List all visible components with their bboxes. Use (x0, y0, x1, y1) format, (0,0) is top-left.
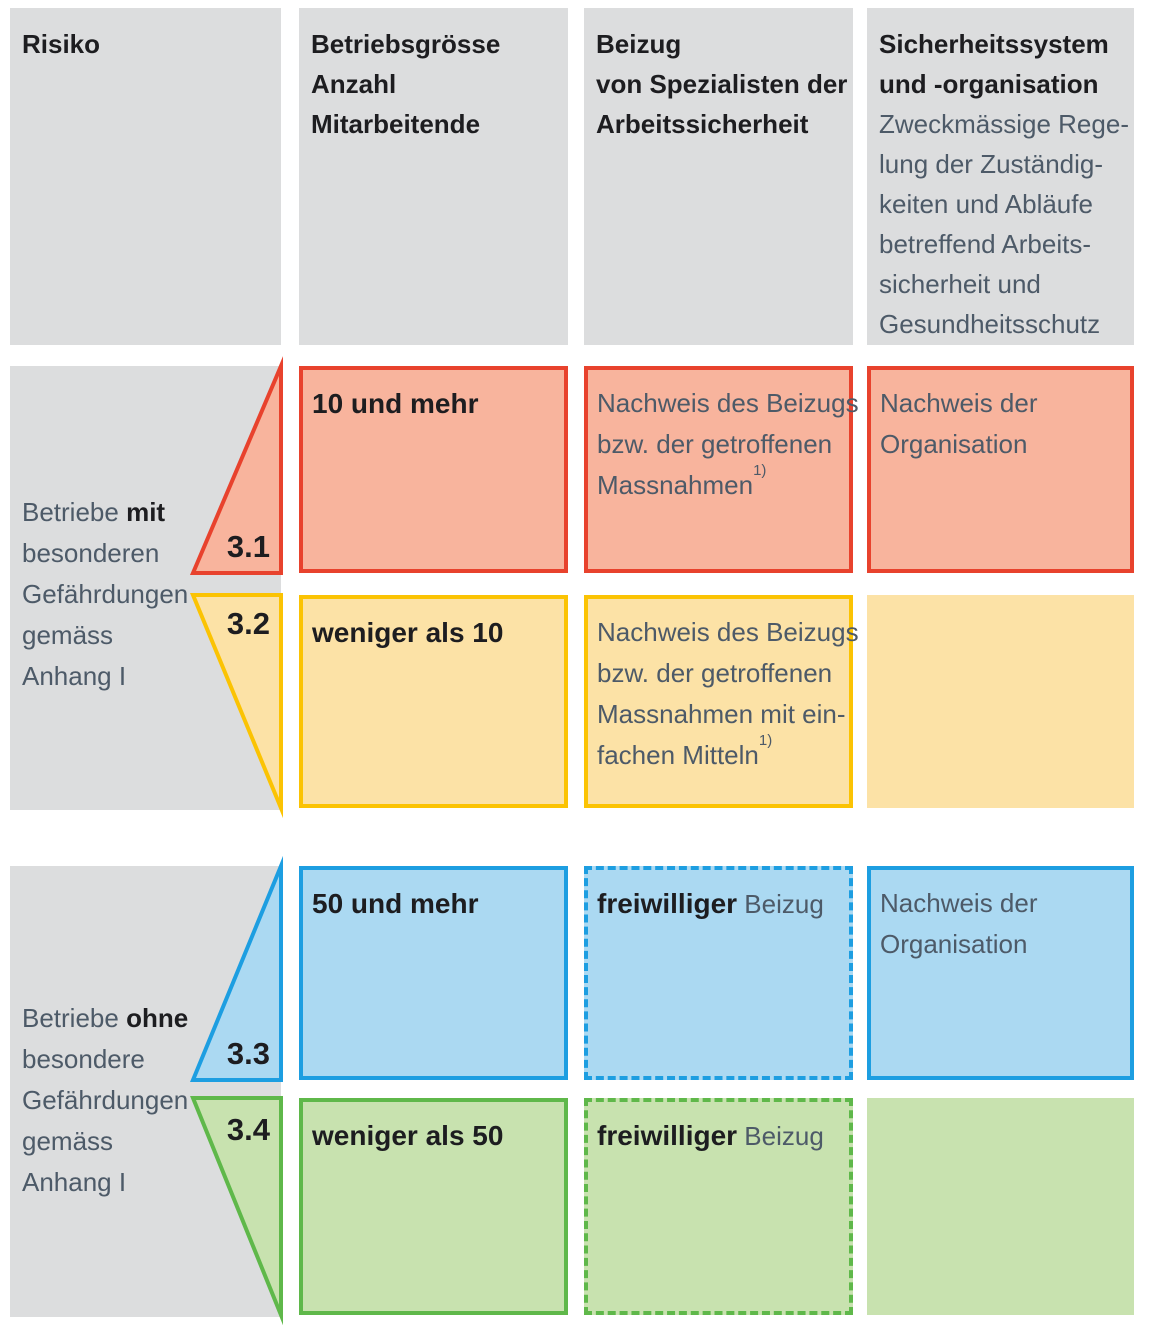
header-risiko: Risiko (10, 8, 281, 345)
risk-group-mit-triangles (189, 356, 283, 819)
row-label-3-3: 3.3 (226, 1036, 270, 1071)
cell-3-1-size: 10 und mehr (299, 366, 568, 573)
cell-3-3-size-text: 50 und mehr (312, 888, 479, 919)
cell-3-1-size-text: 10 und mehr (312, 388, 479, 419)
cell-3-4-specialists: freiwilliger Beizug (584, 1098, 853, 1315)
cell-3-1-specialists-text: Nachweis des Beizugs bzw. der getroffene… (597, 388, 859, 500)
header-betriebsgroesse: Betriebsgrösse Anzahl Mitarbeitende (299, 8, 568, 345)
triangle-3-2 (190, 593, 283, 819)
header-beizug-title: Beizug von Spezialisten der Arbeitssiche… (596, 29, 848, 139)
header-beizug-spezialisten: Beizug von Spezialisten der Arbeitssiche… (584, 8, 853, 345)
cell-3-2-size: weniger als 10 (299, 595, 568, 808)
risk-group-mit-line1: Betriebe mit (22, 497, 166, 527)
cell-3-2-size-text: weniger als 10 (312, 617, 504, 648)
footnote-mark-1: 1) (758, 732, 773, 750)
cell-3-3-system-text: Nachweis der Organisation (880, 888, 1038, 959)
header-risiko-title: Risiko (22, 29, 101, 59)
cell-3-3-size: 50 und mehr (299, 866, 568, 1080)
row-label-3-4: 3.4 (226, 1112, 270, 1147)
row-label-3-2: 3.2 (226, 606, 270, 641)
row-label-3-1: 3.1 (226, 529, 270, 564)
risk-group-ohne-rest: besondere Gefährdungen gemäss Anhang I (22, 1044, 189, 1197)
cell-3-1-system-text: Nachweis der Organisation (880, 388, 1038, 459)
risk-group-mit-cell (10, 366, 281, 810)
risk-group-mit-rest: besonderen Gefährdungen gemäss Anhang I (22, 538, 189, 691)
cell-3-3-system: Nachweis der Organisation (867, 866, 1134, 1080)
cell-3-1-specialists: Nachweis des Beizugs bzw. der getroffene… (584, 366, 859, 573)
header-sicherheitssystem: Sicherheitssystem und -organisation Zwec… (867, 8, 1134, 345)
header-sicherheitssystem-title: Sicherheitssystem und -organisation (879, 29, 1109, 99)
triangle-3-4 (190, 1096, 283, 1326)
header-betriebsgroesse-title: Betriebsgrösse Anzahl Mitarbeitende (311, 29, 501, 139)
cell-3-4-size: weniger als 50 (299, 1098, 568, 1315)
cell-3-4-system-empty (867, 1098, 1134, 1315)
cell-3-4-specialists-text: freiwilliger Beizug (597, 1120, 824, 1151)
triangle-3-3 (190, 855, 283, 1082)
cell-3-2-specialists: Nachweis des Beizugs bzw. der getroffene… (584, 595, 859, 808)
triangle-3-1 (189, 356, 283, 575)
cell-3-2-system-empty (867, 595, 1134, 808)
risk-group-ohne-triangles (190, 855, 283, 1326)
cell-3-2-specialists-text: Nachweis des Beizugs bzw. der getroffene… (597, 617, 859, 770)
footnote-mark-1: 1) (753, 462, 767, 480)
cell-3-3-specialists-text: freiwilliger Beizug (597, 888, 824, 919)
cell-3-3-specialists: freiwilliger Beizug (584, 866, 853, 1080)
header-sicherheitssystem-subtitle: Zweckmässige Rege- lung der Zuständig- k… (879, 109, 1129, 339)
risk-group-ohne-line1: Betriebe ohne (22, 1003, 189, 1033)
risk-group-ohne-text: Betriebe ohne besondere Gefährdungen gem… (22, 998, 262, 1203)
cell-3-4-size-text: weniger als 50 (312, 1120, 504, 1151)
cell-3-1-system: Nachweis der Organisation (867, 366, 1134, 573)
risk-group-mit-text: Betriebe mit besonderen Gefährdungen gem… (22, 492, 262, 697)
risk-group-ohne-cell (10, 866, 281, 1317)
